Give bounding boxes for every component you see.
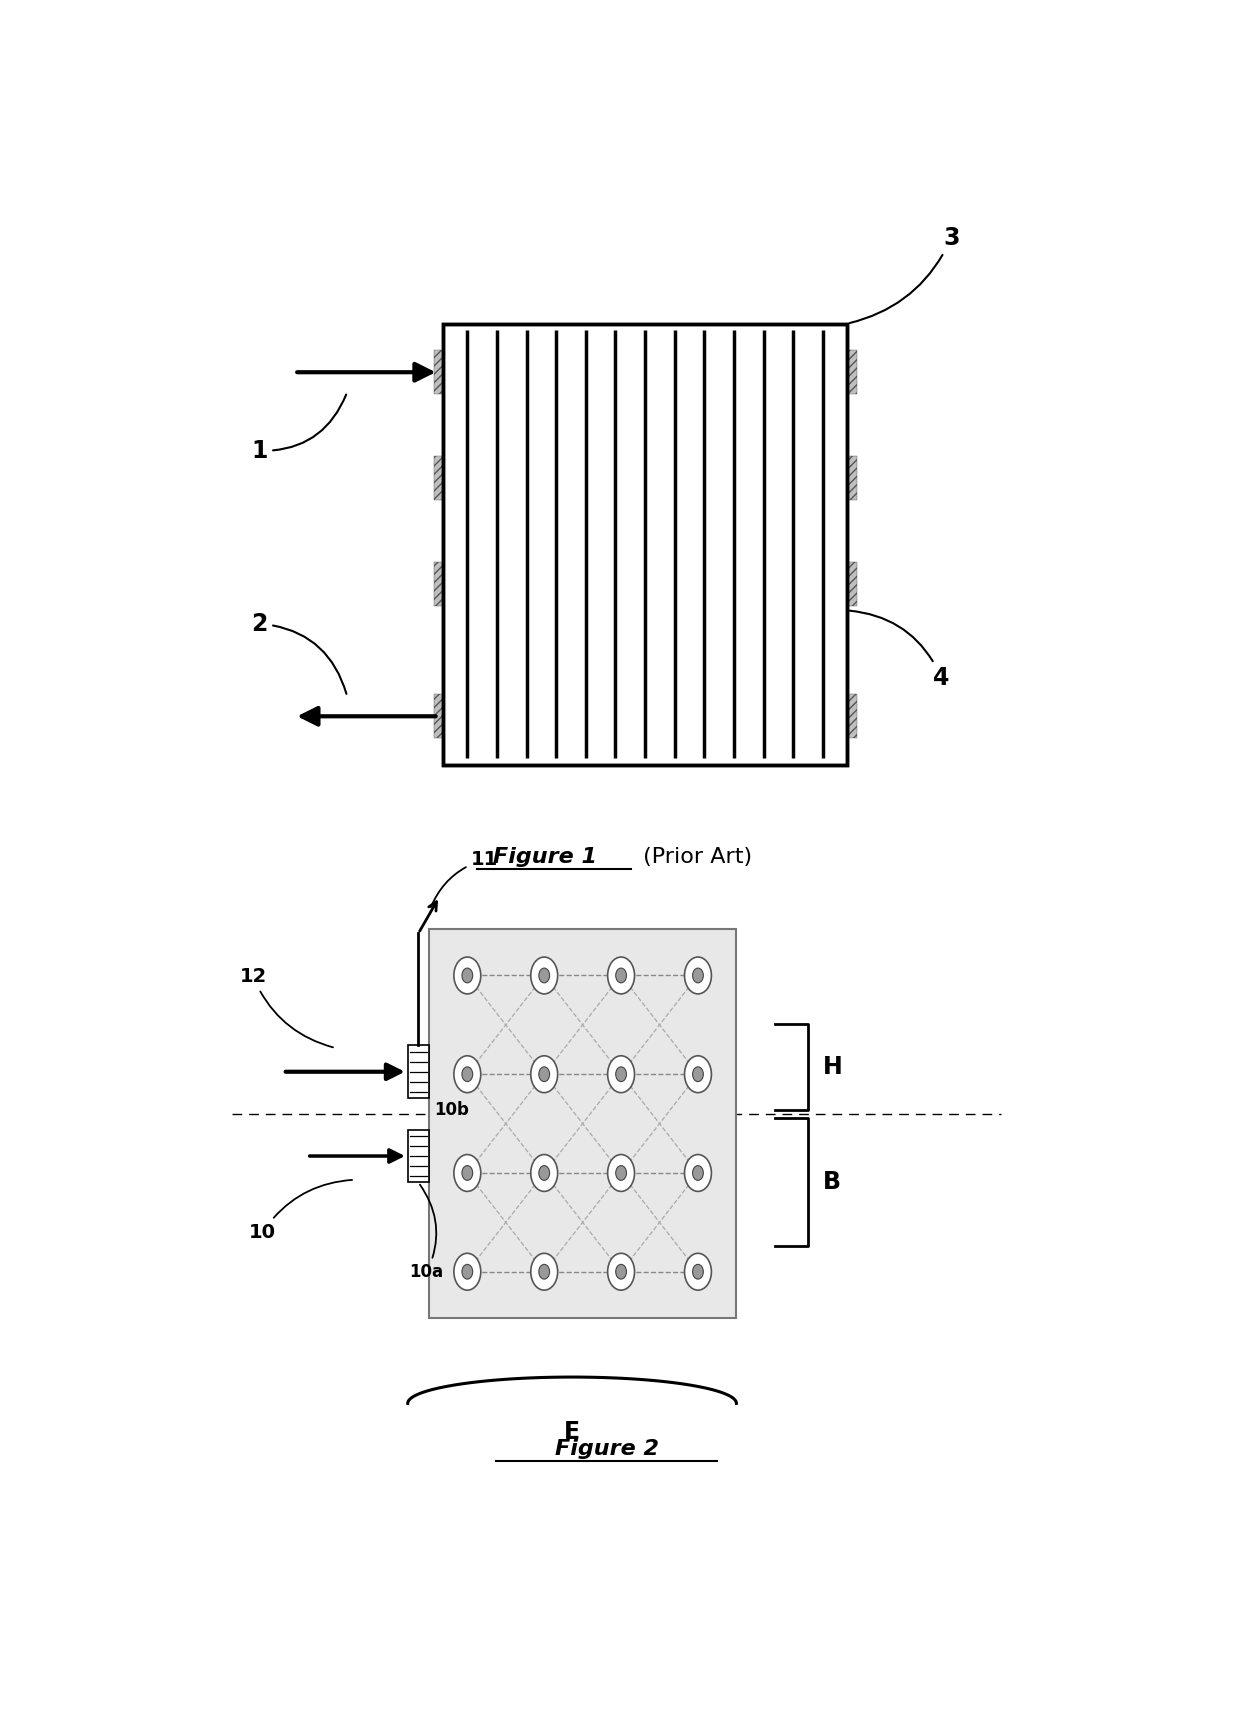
Circle shape <box>684 1055 712 1093</box>
Bar <box>408 1130 429 1182</box>
Bar <box>434 351 857 395</box>
Text: Figure 1: Figure 1 <box>494 846 596 867</box>
Circle shape <box>684 958 712 994</box>
Text: 12: 12 <box>239 968 334 1047</box>
Circle shape <box>693 1166 703 1180</box>
Text: 10: 10 <box>249 1180 352 1241</box>
Bar <box>429 930 737 1318</box>
Bar <box>434 563 857 605</box>
Circle shape <box>616 1166 626 1180</box>
Circle shape <box>539 968 549 983</box>
Circle shape <box>608 1055 635 1093</box>
Circle shape <box>454 1055 481 1093</box>
Text: 2: 2 <box>250 612 346 694</box>
Circle shape <box>463 1264 472 1279</box>
Bar <box>408 1045 429 1098</box>
Circle shape <box>463 1166 472 1180</box>
Bar <box>434 351 857 395</box>
Bar <box>434 563 857 605</box>
Circle shape <box>539 1264 549 1279</box>
Circle shape <box>531 958 558 994</box>
Circle shape <box>616 1264 626 1279</box>
Bar <box>444 323 847 764</box>
Text: Figure 2: Figure 2 <box>554 1440 658 1459</box>
Text: (Prior Art): (Prior Art) <box>635 846 751 867</box>
Text: 11: 11 <box>430 850 498 908</box>
Circle shape <box>531 1154 558 1192</box>
Circle shape <box>693 968 703 983</box>
Text: B: B <box>823 1170 841 1194</box>
Bar <box>434 694 857 739</box>
Bar <box>444 323 847 764</box>
Bar <box>434 457 857 499</box>
Circle shape <box>539 1166 549 1180</box>
Circle shape <box>463 1067 472 1082</box>
Circle shape <box>616 1067 626 1082</box>
Text: 10b: 10b <box>434 1101 469 1118</box>
Circle shape <box>616 968 626 983</box>
Circle shape <box>454 958 481 994</box>
Circle shape <box>531 1055 558 1093</box>
Text: 3: 3 <box>849 226 960 323</box>
Circle shape <box>693 1264 703 1279</box>
Circle shape <box>608 1253 635 1289</box>
Circle shape <box>684 1253 712 1289</box>
Circle shape <box>463 968 472 983</box>
Circle shape <box>693 1067 703 1082</box>
Bar <box>434 457 857 499</box>
Circle shape <box>608 958 635 994</box>
Bar <box>434 694 857 739</box>
Circle shape <box>531 1253 558 1289</box>
Text: E: E <box>564 1421 580 1445</box>
Text: 4: 4 <box>849 610 950 691</box>
Circle shape <box>608 1154 635 1192</box>
Circle shape <box>454 1253 481 1289</box>
Circle shape <box>539 1067 549 1082</box>
Text: 1: 1 <box>250 395 346 463</box>
Text: H: H <box>823 1055 843 1079</box>
Text: 10a: 10a <box>409 1185 444 1281</box>
Circle shape <box>684 1154 712 1192</box>
Circle shape <box>454 1154 481 1192</box>
